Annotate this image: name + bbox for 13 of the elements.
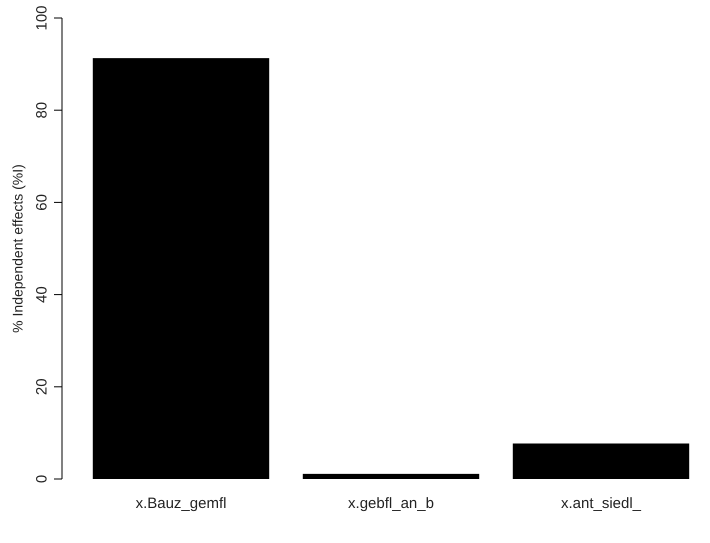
y-axis-title: % Independent effects (%I): [9, 164, 26, 333]
bar: [512, 444, 690, 479]
y-tick-label: 100: [34, 5, 51, 31]
x-tick-label: x.Bauz_gemfl: [136, 495, 226, 512]
y-tick-label: 20: [34, 378, 51, 396]
y-tick-label: 40: [34, 286, 51, 303]
bar: [92, 58, 270, 479]
y-tick-label: 80: [34, 102, 51, 119]
x-tick-label: x.gebfl_an_b: [348, 495, 434, 512]
x-tick-label: x.ant_siedl_: [560, 495, 642, 512]
y-tick-label: 60: [34, 194, 51, 211]
bar: [302, 474, 480, 479]
y-tick-label: 0: [34, 474, 51, 484]
